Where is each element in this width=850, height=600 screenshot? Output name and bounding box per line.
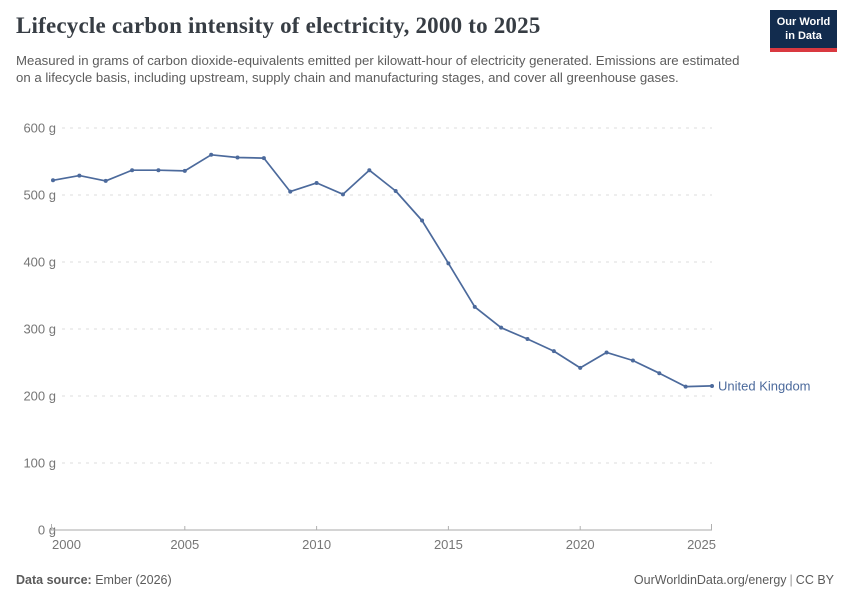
data-point-2022[interactable] [630,358,635,363]
x-axis-label-2005: 2005 [170,537,199,552]
owid-logo-line2: in Data [785,29,822,42]
data-point-2008[interactable] [261,156,266,161]
data-point-2002[interactable] [103,178,108,183]
data-point-2014[interactable] [420,218,425,223]
data-point-2019[interactable] [551,349,556,354]
data-source: Data source: Ember (2026) [16,573,172,587]
data-point-2025[interactable] [710,383,714,388]
data-point-2021[interactable] [604,350,609,355]
data-point-2023[interactable] [657,371,662,376]
data-point-2017[interactable] [499,325,504,330]
data-point-2015[interactable] [446,261,451,266]
license-link[interactable]: CC BY [795,573,834,587]
y-axis-label-400: 400 g [23,255,56,270]
x-axis-label-2000: 2000 [52,537,81,552]
data-point-2011[interactable] [340,192,345,197]
x-axis-label-2020: 2020 [566,537,595,552]
data-source-label: Data source: [16,573,92,587]
y-axis-label-500: 500 g [23,188,56,203]
footer-separator: | [789,573,793,587]
data-point-2004[interactable] [156,168,161,173]
data-point-2020[interactable] [578,365,583,370]
owid-logo[interactable]: Our World in Data [770,10,837,52]
y-axis-label-600: 600 g [23,121,56,136]
y-axis-label-300: 300 g [23,322,56,337]
y-axis-label-100: 100 g [23,456,56,471]
entity-label[interactable]: United Kingdom [718,378,811,393]
x-axis-label-2010: 2010 [302,537,331,552]
chart-footer: Data source: Ember (2026) OurWorldinData… [16,573,834,587]
data-point-2009[interactable] [288,189,293,194]
data-point-2013[interactable] [393,188,398,193]
data-point-2016[interactable] [472,304,477,309]
chart-subtitle: Measured in grams of carbon dioxide-equi… [16,53,740,86]
x-axis-label-2025: 2025 [687,537,716,552]
data-point-2024[interactable] [683,384,688,389]
data-point-2018[interactable] [525,337,530,342]
data-point-2006[interactable] [209,152,214,157]
data-source-value: Ember (2026) [95,573,172,587]
data-point-2001[interactable] [77,173,82,178]
owid-url-link[interactable]: OurWorldinData.org/energy [633,573,787,587]
data-point-2005[interactable] [182,168,187,173]
data-point-2012[interactable] [367,168,372,173]
data-point-2010[interactable] [314,180,319,185]
footer-links: OurWorldinData.org/energy | CC BY [634,573,834,587]
x-axis-label-2015: 2015 [434,537,463,552]
data-point-2000[interactable] [51,178,55,183]
data-point-2007[interactable] [235,155,240,160]
data-point-2003[interactable] [130,168,135,173]
series-line-united-kingdom [52,153,713,388]
chart-title: Lifecycle carbon intensity of electricit… [16,13,541,38]
y-axis-label-200: 200 g [23,389,56,404]
owid-logo-line1: Our World [776,16,831,28]
